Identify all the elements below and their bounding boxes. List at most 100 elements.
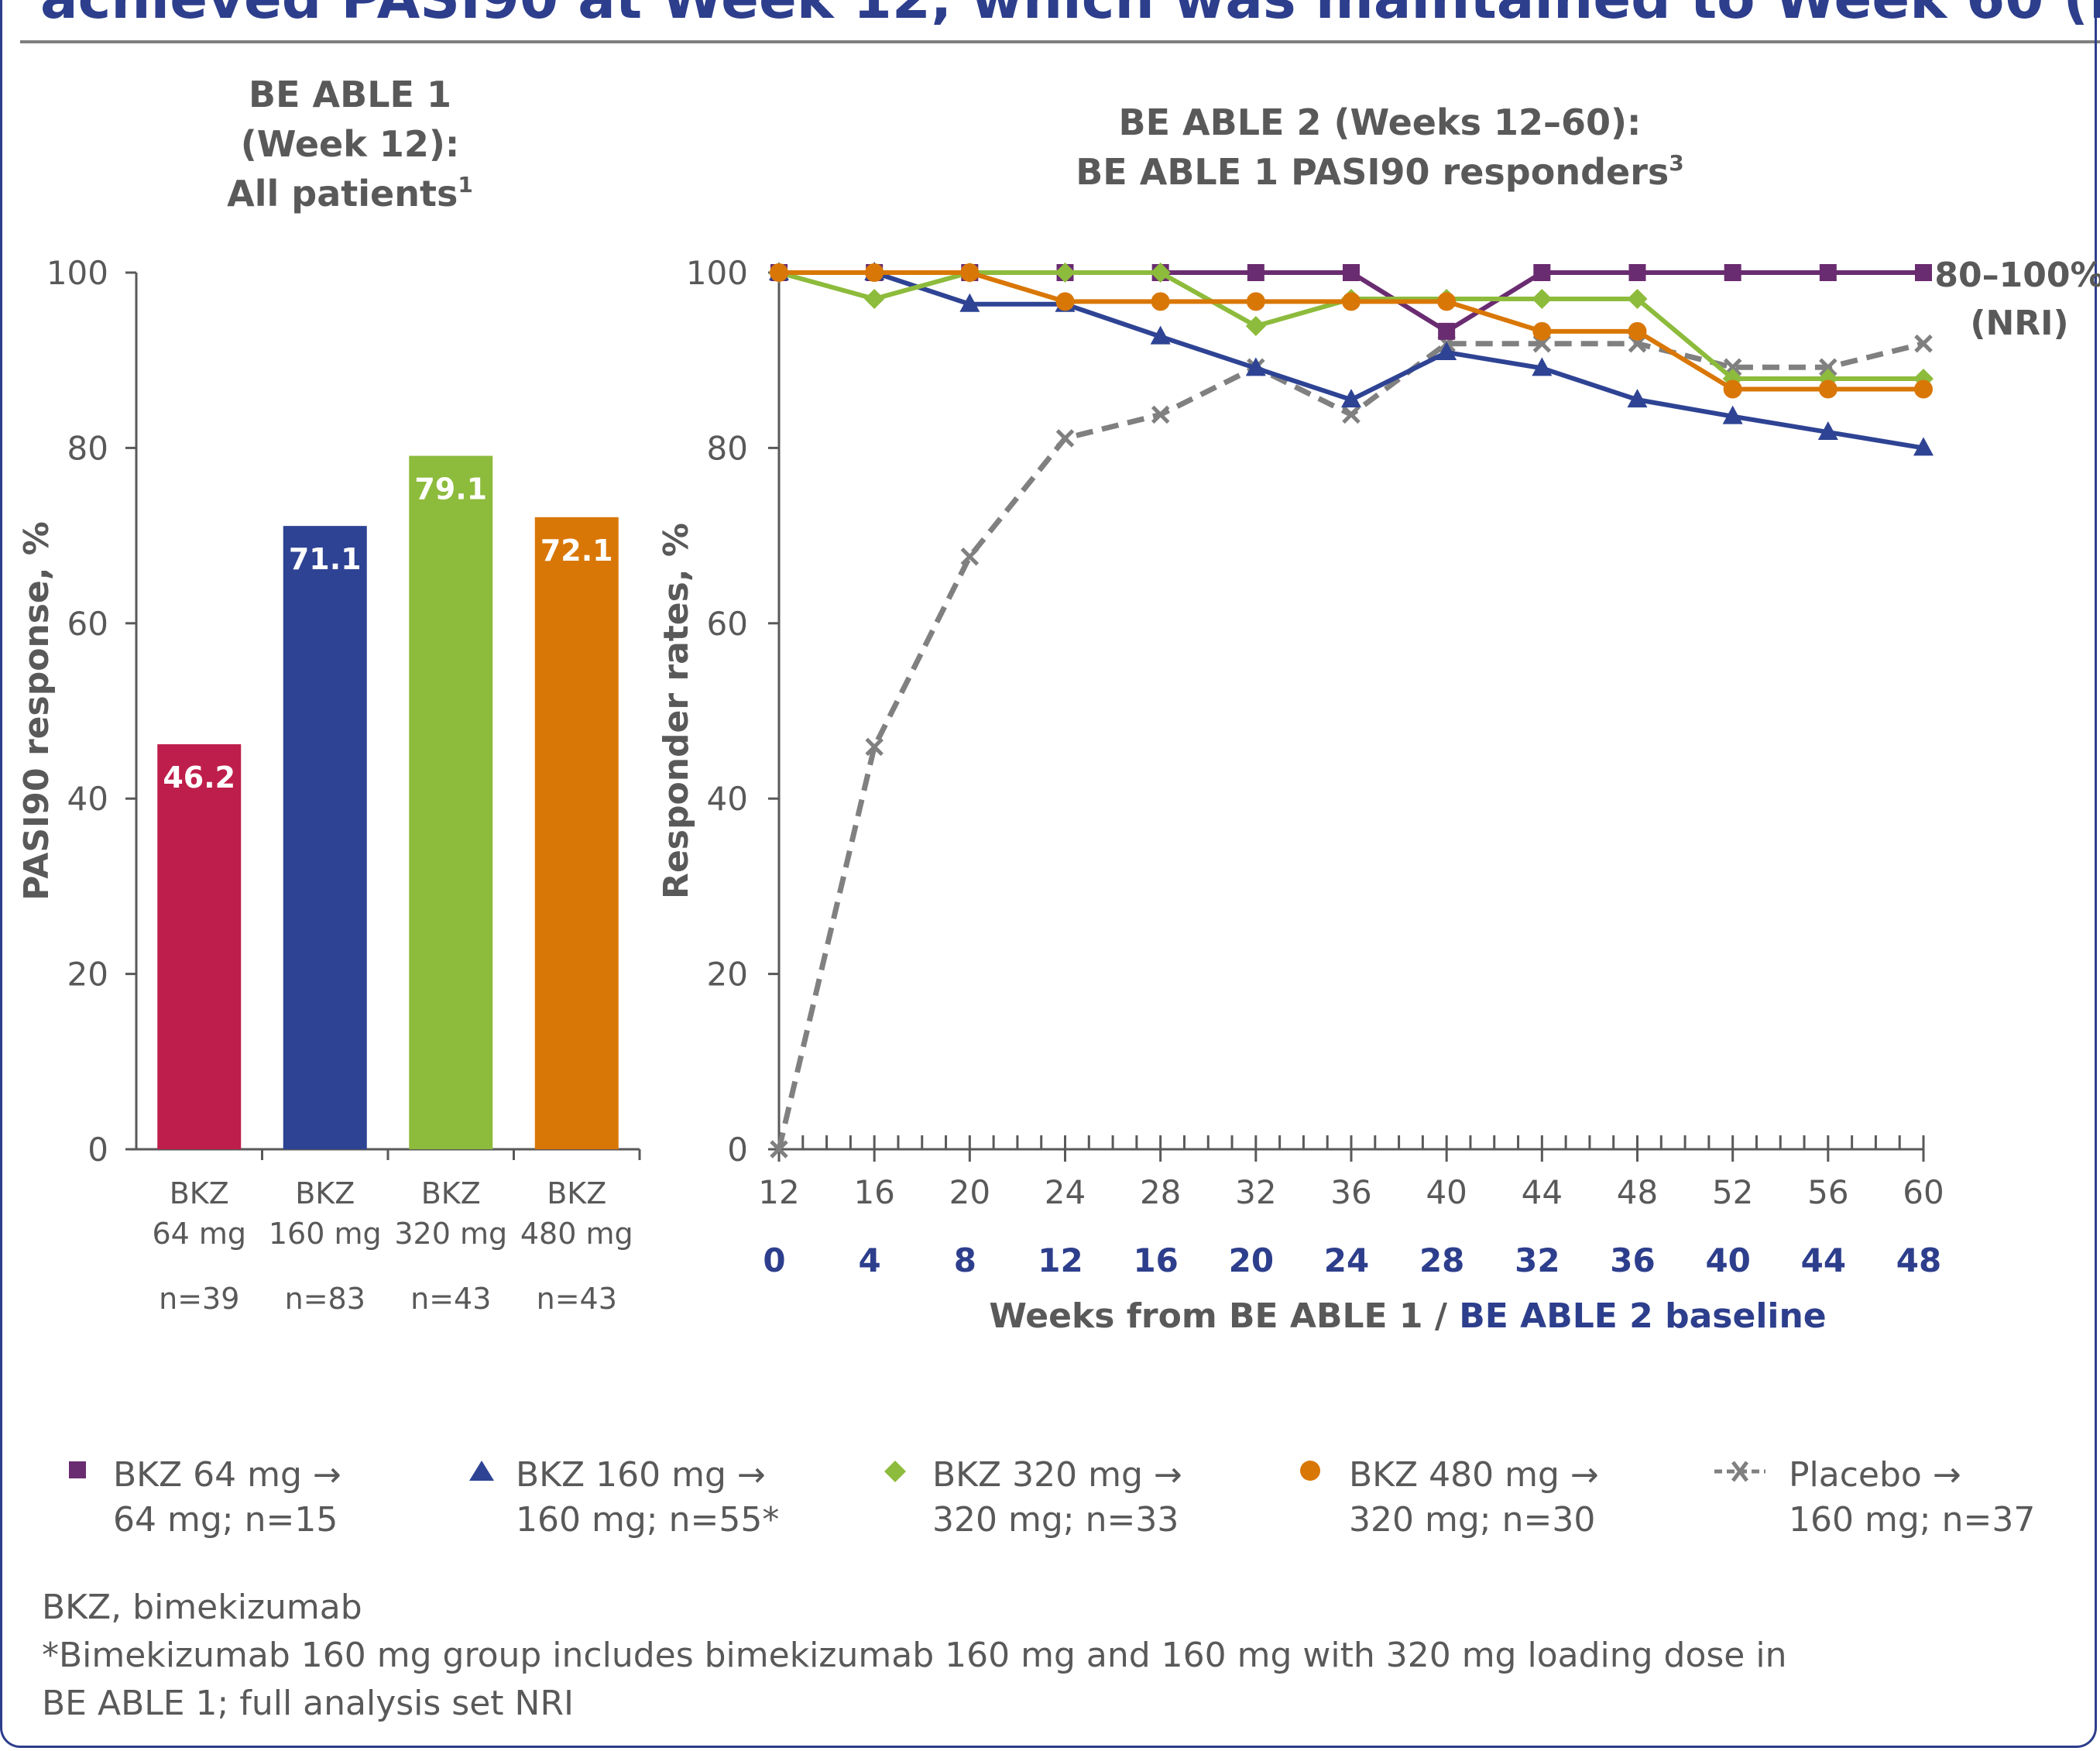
square-marker-icon	[69, 1461, 86, 1478]
line-x-secondary-tick-label: 24	[1324, 1241, 1369, 1279]
line-x-tick-label: 12	[758, 1173, 799, 1211]
circle-marker	[1818, 379, 1838, 399]
line-x-secondary-tick-label: 20	[1229, 1241, 1274, 1279]
line-y-tick-label: 80	[707, 429, 748, 467]
legend-label: BKZ 480 mg →	[1349, 1455, 1599, 1495]
line-x-secondary-tick-label: 48	[1896, 1241, 1941, 1279]
bar	[283, 526, 367, 1149]
circle-marker	[1437, 292, 1457, 311]
x-marker-stroke	[1819, 358, 1838, 377]
legend-label: 160 mg; n=55*	[516, 1500, 780, 1540]
x-marker-stroke	[1914, 334, 1933, 353]
x-marker-stroke	[1151, 405, 1170, 424]
bar	[157, 744, 242, 1149]
square-marker	[1915, 264, 1932, 281]
bar-y-tick-label: 80	[67, 429, 108, 467]
line-x-tick-label: 28	[1140, 1173, 1181, 1211]
charts-canvas: BE ABLE 1(Week 12):All patients102040608…	[17, 74, 2100, 1336]
circle-marker	[1723, 379, 1742, 399]
bar-y-axis-label: PASI90 response, %	[17, 521, 57, 901]
circle-marker	[1246, 292, 1265, 311]
triangle-marker	[1532, 357, 1553, 376]
bar-y-tick-label: 0	[88, 1131, 108, 1169]
x-marker-stroke	[960, 548, 980, 566]
line-x-secondary-tick-label: 16	[1133, 1241, 1178, 1279]
bar-y-tick-label: 100	[46, 254, 108, 292]
line-x-secondary-tick-label: 44	[1801, 1241, 1846, 1279]
line-x-tick-label: 44	[1522, 1173, 1563, 1211]
line-x-secondary-tick-label: 36	[1610, 1241, 1655, 1279]
bar-value-label: 72.1	[540, 534, 613, 568]
diamond-marker-icon	[884, 1461, 906, 1482]
line-y-tick-label: 60	[707, 605, 748, 643]
bar-value-label: 71.1	[289, 542, 362, 576]
line-x-tick-label: 52	[1712, 1173, 1753, 1211]
bar-chart-title-line: (Week 12):	[241, 123, 460, 165]
bar-category-label: BKZ	[421, 1176, 481, 1210]
bar-n-label: n=39	[159, 1282, 239, 1316]
line-y-tick-label: 20	[707, 956, 748, 994]
circle-marker-icon	[1300, 1461, 1320, 1481]
circle-marker	[1055, 292, 1075, 311]
line-x-secondary-tick-label: 12	[1038, 1241, 1083, 1279]
series-placebo	[770, 334, 1933, 1159]
bar-chart: BE ABLE 1 (Week 12): All patients1 0 20 40 60 8…	[17, 74, 641, 1316]
line-x-tick-label: 48	[1617, 1173, 1658, 1211]
diamond-marker	[1627, 288, 1648, 309]
title-superscript: 1	[458, 172, 472, 197]
bar-n-label: n=83	[285, 1282, 365, 1316]
line-chart-title-line: BE ABLE 2 (Weeks 12–60):	[1119, 101, 1642, 143]
bar-value-label: 46.2	[163, 760, 235, 795]
triangle-marker	[1722, 405, 1743, 424]
line-x-secondary-tick-label: 28	[1419, 1241, 1464, 1279]
bar-n-label: n=43	[537, 1282, 617, 1316]
line-x-tick-label: 36	[1330, 1173, 1371, 1211]
series-placebo-line	[776, 341, 1924, 1150]
legend-item-placebo: Placebo → 160 mg; n=37	[1714, 1453, 2036, 1543]
line-x-secondary-tick-label: 0	[763, 1241, 785, 1279]
circle-marker	[865, 263, 884, 282]
triangle-marker	[1913, 437, 1934, 456]
legend-item-bkz160: BKZ 160 mg → 160 mg; n=55*	[469, 1453, 780, 1543]
line-y-axis-label: Responder rates, %	[657, 523, 696, 899]
line-x-tick-label: 40	[1426, 1173, 1467, 1211]
slide-title: achieved PASI90 at Week 12, which was ma…	[0, 0, 2100, 25]
nri-annotation-line: (NRI)	[1970, 304, 2068, 343]
line-y-tick-label: 40	[707, 780, 748, 818]
series-bkz320	[769, 263, 1934, 389]
line-y-tick-label: 100	[686, 254, 748, 292]
triangle-marker-icon	[469, 1461, 494, 1481]
legend-label: BKZ 320 mg →	[932, 1455, 1182, 1495]
line-x-tick-label: 24	[1045, 1173, 1086, 1211]
x-label-separator: /	[1423, 1296, 1460, 1336]
legend-label: 160 mg; n=37	[1789, 1500, 2036, 1540]
bar-category-label: 64 mg	[152, 1217, 246, 1251]
circle-marker	[1532, 321, 1552, 341]
dashed-x-marker-icon	[1714, 1461, 1765, 1482]
legend-label: Placebo →	[1789, 1455, 1961, 1495]
circle-marker	[1914, 379, 1933, 399]
bar-chart-title-line: BE ABLE 1	[249, 74, 451, 115]
triangle-marker	[1341, 389, 1361, 408]
x-marker-stroke	[865, 737, 884, 757]
bar	[534, 517, 619, 1149]
x-marker-stroke	[1055, 429, 1075, 448]
triangle-marker	[1817, 421, 1838, 441]
bar-value-label: 79.1	[414, 472, 487, 506]
line-x-tick-label: 20	[949, 1173, 990, 1211]
legend: BKZ 64 mg → 64 mg; n=15 BKZ 160 mg → 160…	[0, 1453, 2100, 1561]
legend-item-bkz480: BKZ 480 mg → 320 mg; n=30	[1300, 1453, 1599, 1543]
line-x-tick-label: 32	[1235, 1173, 1276, 1211]
triangle-marker	[959, 293, 980, 312]
bar-category-label: 480 mg	[520, 1217, 633, 1251]
legend-label: BKZ 64 mg →	[113, 1455, 341, 1495]
bar-category-label: BKZ	[170, 1176, 229, 1210]
bar-category-label: BKZ	[295, 1176, 355, 1210]
triangle-marker	[1150, 325, 1171, 345]
legend-item-bkz64: BKZ 64 mg → 64 mg; n=15	[69, 1453, 341, 1543]
line-x-axis-label: Weeks from BE ABLE 1 / BE ABLE 2 baselin…	[989, 1296, 1826, 1336]
legend-label: 320 mg; n=33	[932, 1500, 1179, 1540]
legend-item-bkz320: BKZ 320 mg → 320 mg; n=33	[884, 1453, 1182, 1543]
bar-n-label: n=43	[410, 1282, 491, 1316]
